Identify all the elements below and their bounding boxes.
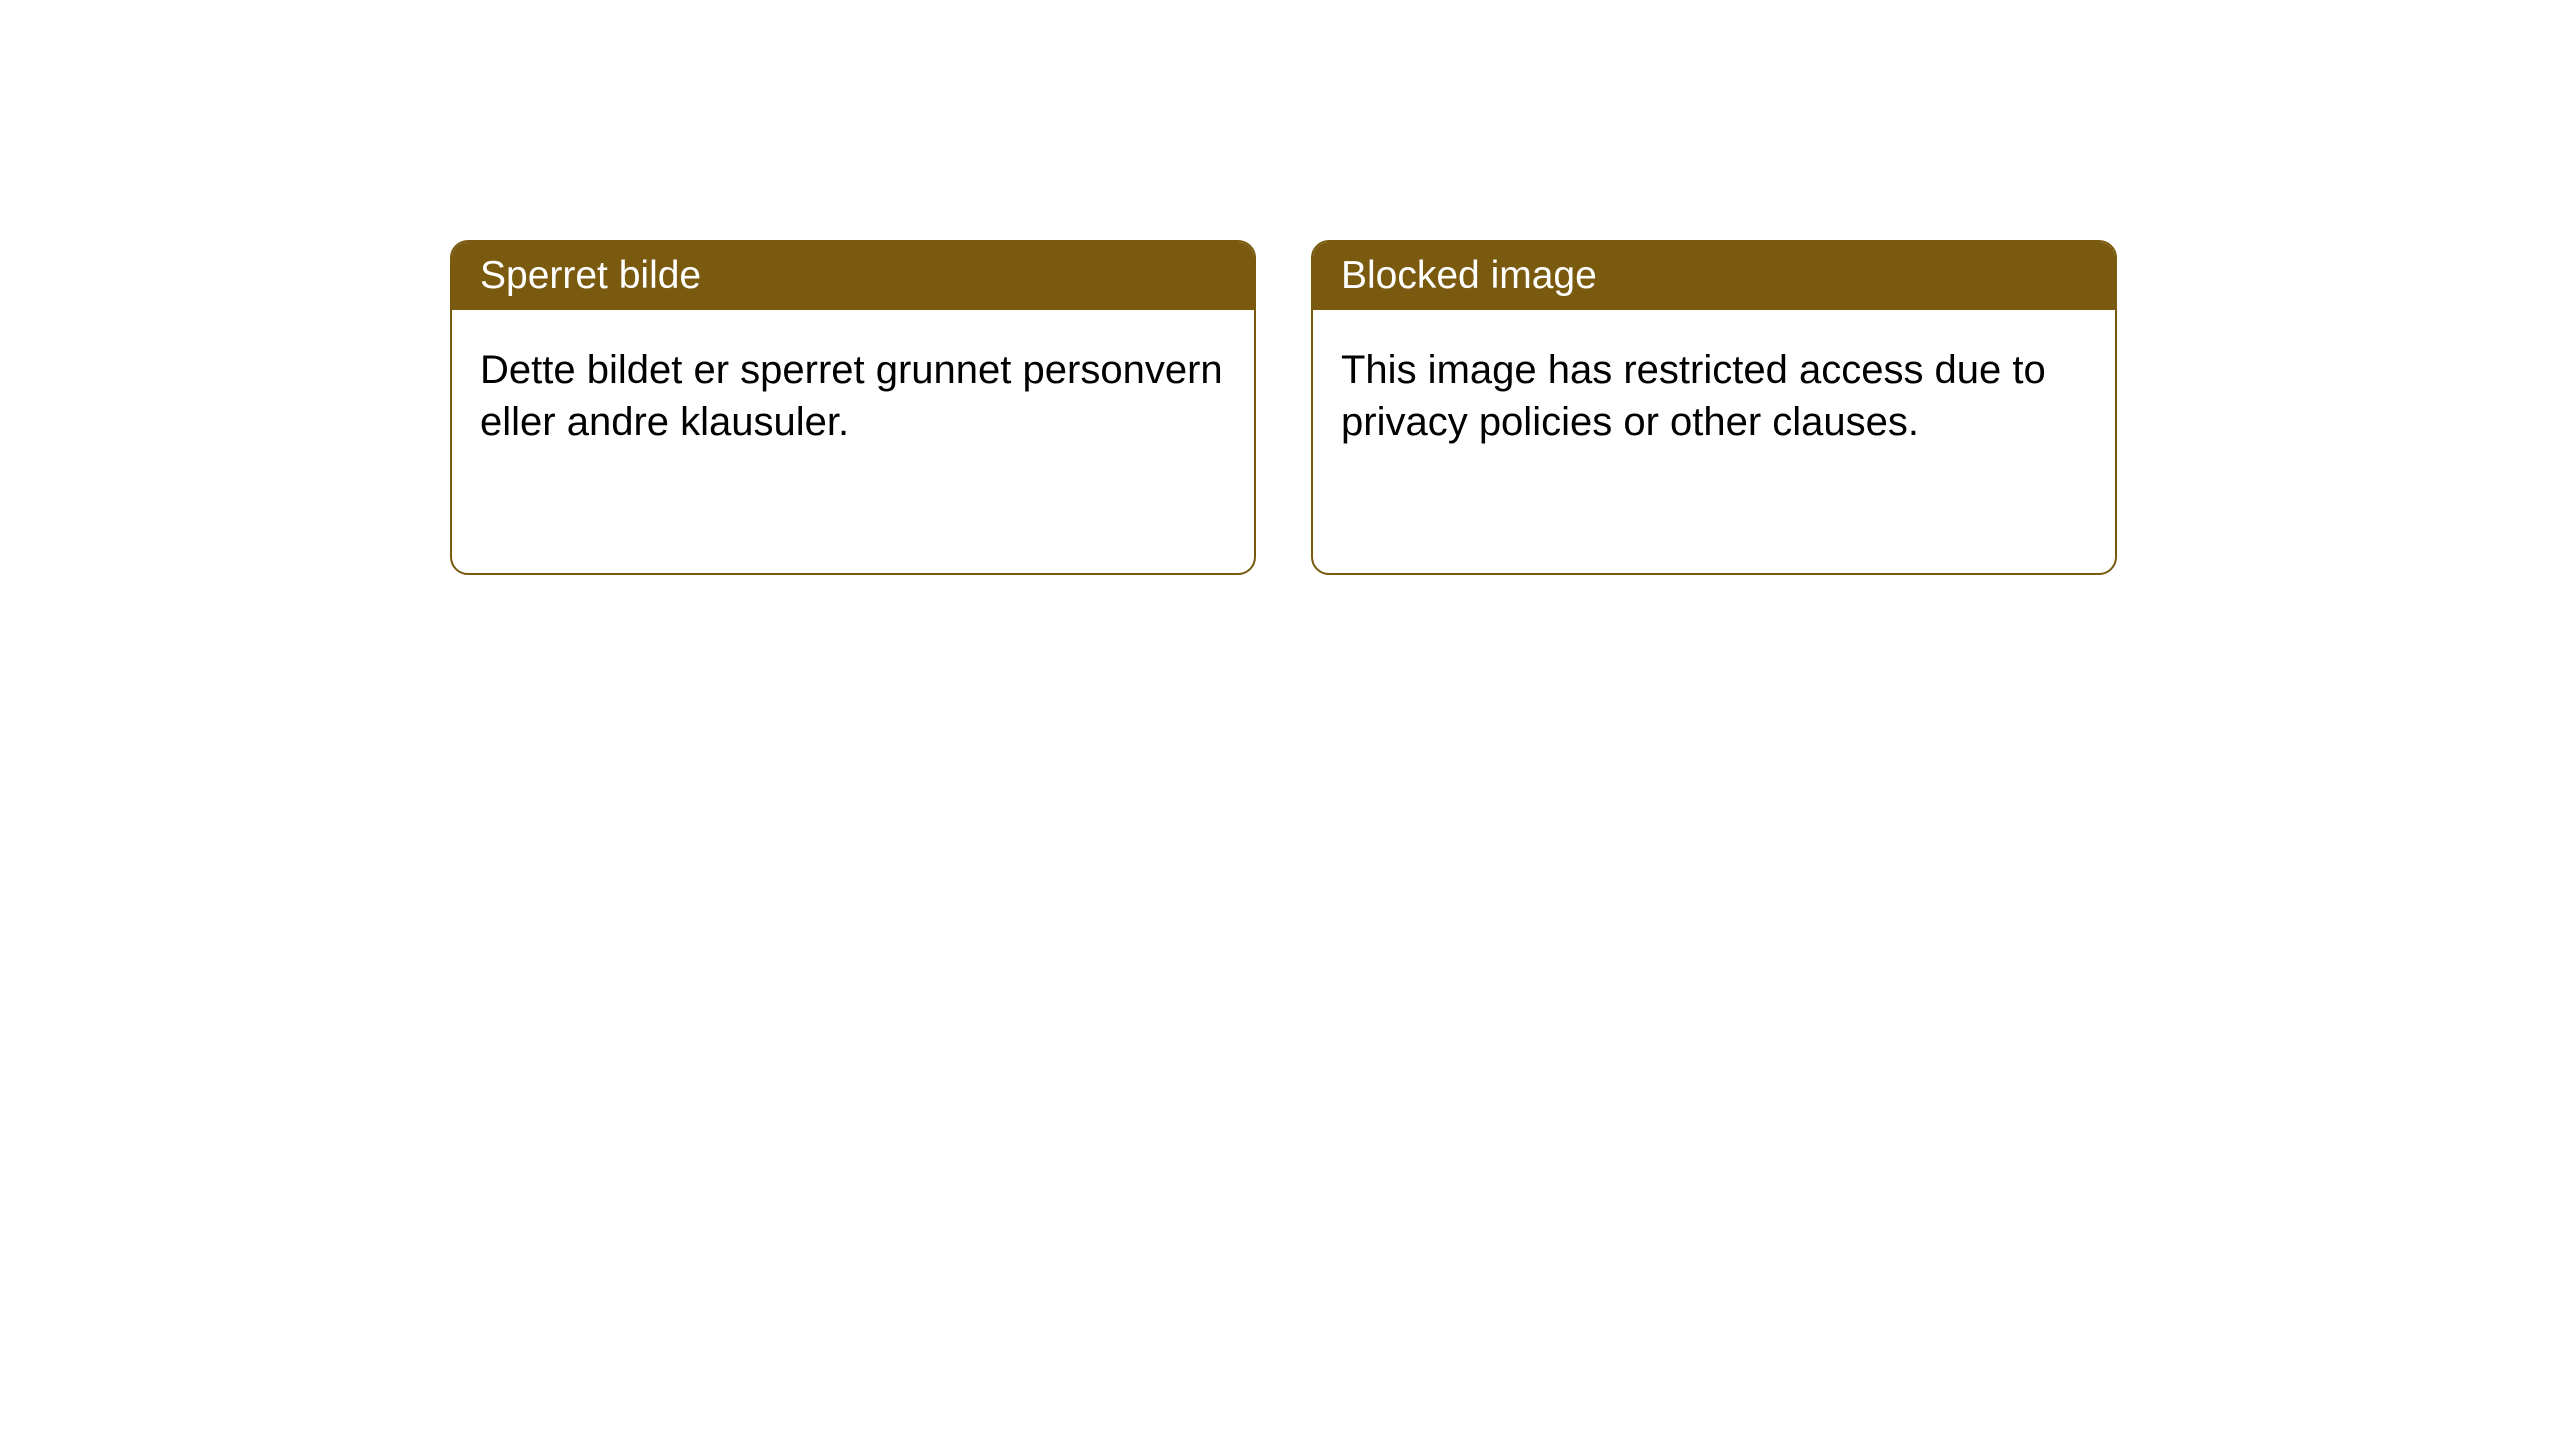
notice-card-title: Blocked image: [1341, 254, 1597, 297]
notice-card-title: Sperret bilde: [480, 254, 701, 297]
notice-card-norwegian: Sperret bilde Dette bildet er sperret gr…: [450, 240, 1256, 575]
notice-card-header: Sperret bilde: [452, 242, 1254, 310]
notice-card-text: This image has restricted access due to …: [1341, 348, 2046, 444]
notice-container: Sperret bilde Dette bildet er sperret gr…: [0, 0, 2560, 575]
notice-card-body: Dette bildet er sperret grunnet personve…: [452, 310, 1254, 482]
notice-card-text: Dette bildet er sperret grunnet personve…: [480, 348, 1223, 444]
notice-card-english: Blocked image This image has restricted …: [1311, 240, 2117, 575]
notice-card-body: This image has restricted access due to …: [1313, 310, 2115, 482]
notice-card-header: Blocked image: [1313, 242, 2115, 310]
